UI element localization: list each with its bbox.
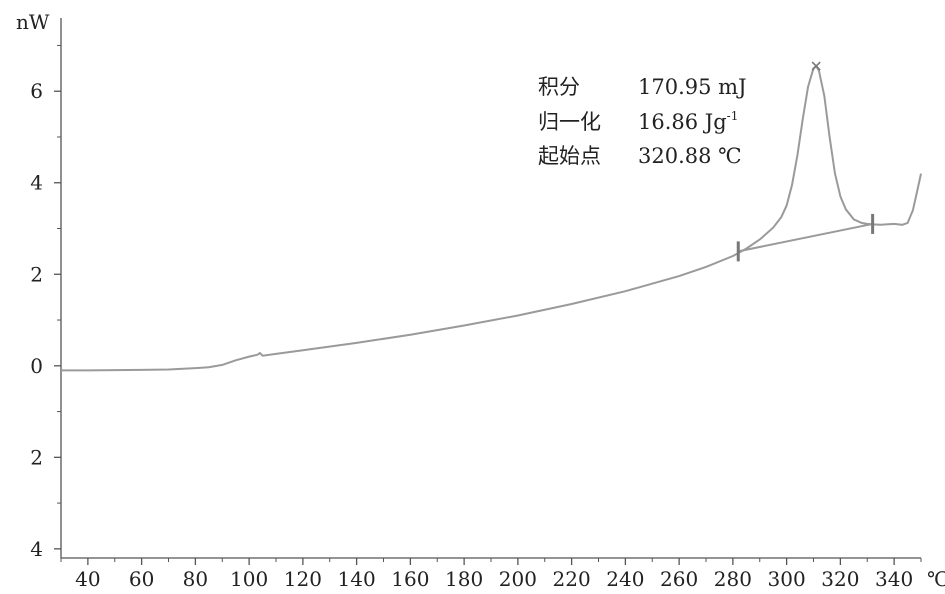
x-tick-label: 280 [714, 567, 752, 591]
annotation-label-integral: 积分 [538, 75, 580, 99]
x-tick-label: 120 [284, 567, 322, 591]
y-ticks: 6 4 2 0 2 4 [30, 44, 61, 561]
x-tick-label: 60 [129, 567, 154, 591]
annotation-value-integral: 170.95 mJ [638, 75, 747, 99]
annotation-label-onset: 起始点 [538, 144, 601, 168]
x-tick-label: 260 [660, 567, 698, 591]
baseline-markers [736, 61, 875, 262]
x-tick-label: 180 [445, 567, 483, 591]
y-tick-label: 2 [30, 262, 43, 286]
annotation-box: 积分 170.95 mJ 归一化 16.86 Jg-1 起始点 320.88 ℃ [538, 75, 747, 168]
x-tick-label: 240 [606, 567, 644, 591]
x-tick-label: 160 [391, 567, 429, 591]
x-tick-label: 320 [821, 567, 859, 591]
y-unit-label: nW [16, 10, 50, 34]
x-tick-label: 40 [75, 567, 100, 591]
y-tick-label: 0 [30, 354, 43, 378]
y-tick-label: 2 [30, 445, 43, 469]
annotation-value-normalized: 16.86 Jg-1 [638, 109, 738, 134]
x-tick-label: 140 [338, 567, 376, 591]
annotation-label-normalized: 归一化 [538, 110, 601, 134]
x-tick-label: 340 [875, 567, 913, 591]
peak-marker [811, 61, 821, 71]
normalized-value-main: 16.86 Jg [638, 110, 727, 134]
x-ticks: 40 60 80 100 120 140 160 180 200 220 240 260 280 300 3… [60, 558, 945, 591]
normalized-value-exponent: -1 [727, 109, 739, 123]
x-tick-label: 100 [230, 567, 268, 591]
y-tick-label: 6 [30, 79, 43, 103]
annotation-value-onset: 320.88 ℃ [638, 144, 742, 168]
integration-baseline [738, 222, 873, 253]
x-tick-label: 200 [499, 567, 537, 591]
x-tick-label: 220 [553, 567, 591, 591]
heat-flow-curve [61, 64, 922, 372]
x-unit-label: ℃ [927, 567, 945, 591]
y-tick-label: 4 [30, 171, 43, 195]
x-tick-label: 300 [768, 567, 806, 591]
x-tick-label: 80 [183, 567, 208, 591]
y-tick-label: 4 [30, 537, 43, 561]
